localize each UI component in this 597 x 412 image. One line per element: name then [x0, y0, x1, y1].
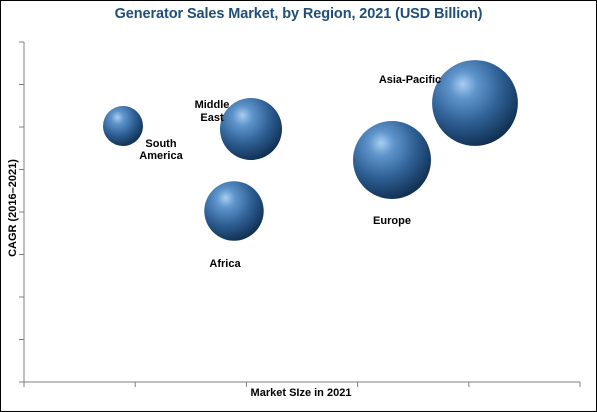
axes [19, 41, 581, 387]
bubble-south-america [103, 106, 143, 146]
bubble-label-south-america: South America [139, 138, 183, 162]
y-axis-label: CAGR (2016–2021) [7, 159, 19, 257]
bubble-label-africa: Africa [209, 258, 241, 270]
bubble-europe [353, 121, 431, 199]
bubble-label-middle-east: Middle East [195, 99, 230, 124]
bubbles [103, 60, 518, 241]
chart-title: Generator Sales Market, by Region, 2021 … [114, 6, 483, 22]
bubble-africa [204, 181, 264, 241]
x-axis-label: Market SIze in 2021 [251, 387, 352, 399]
bubble-label-europe: Europe [373, 215, 411, 227]
bubble-labels: South America Middle East Africa Europe Asia-P… [139, 74, 441, 270]
bubble-asia-pacific [432, 60, 518, 146]
bubble-middle-east [220, 98, 282, 160]
bubble-label-asia-pacific: Asia-Pacific [379, 74, 441, 86]
